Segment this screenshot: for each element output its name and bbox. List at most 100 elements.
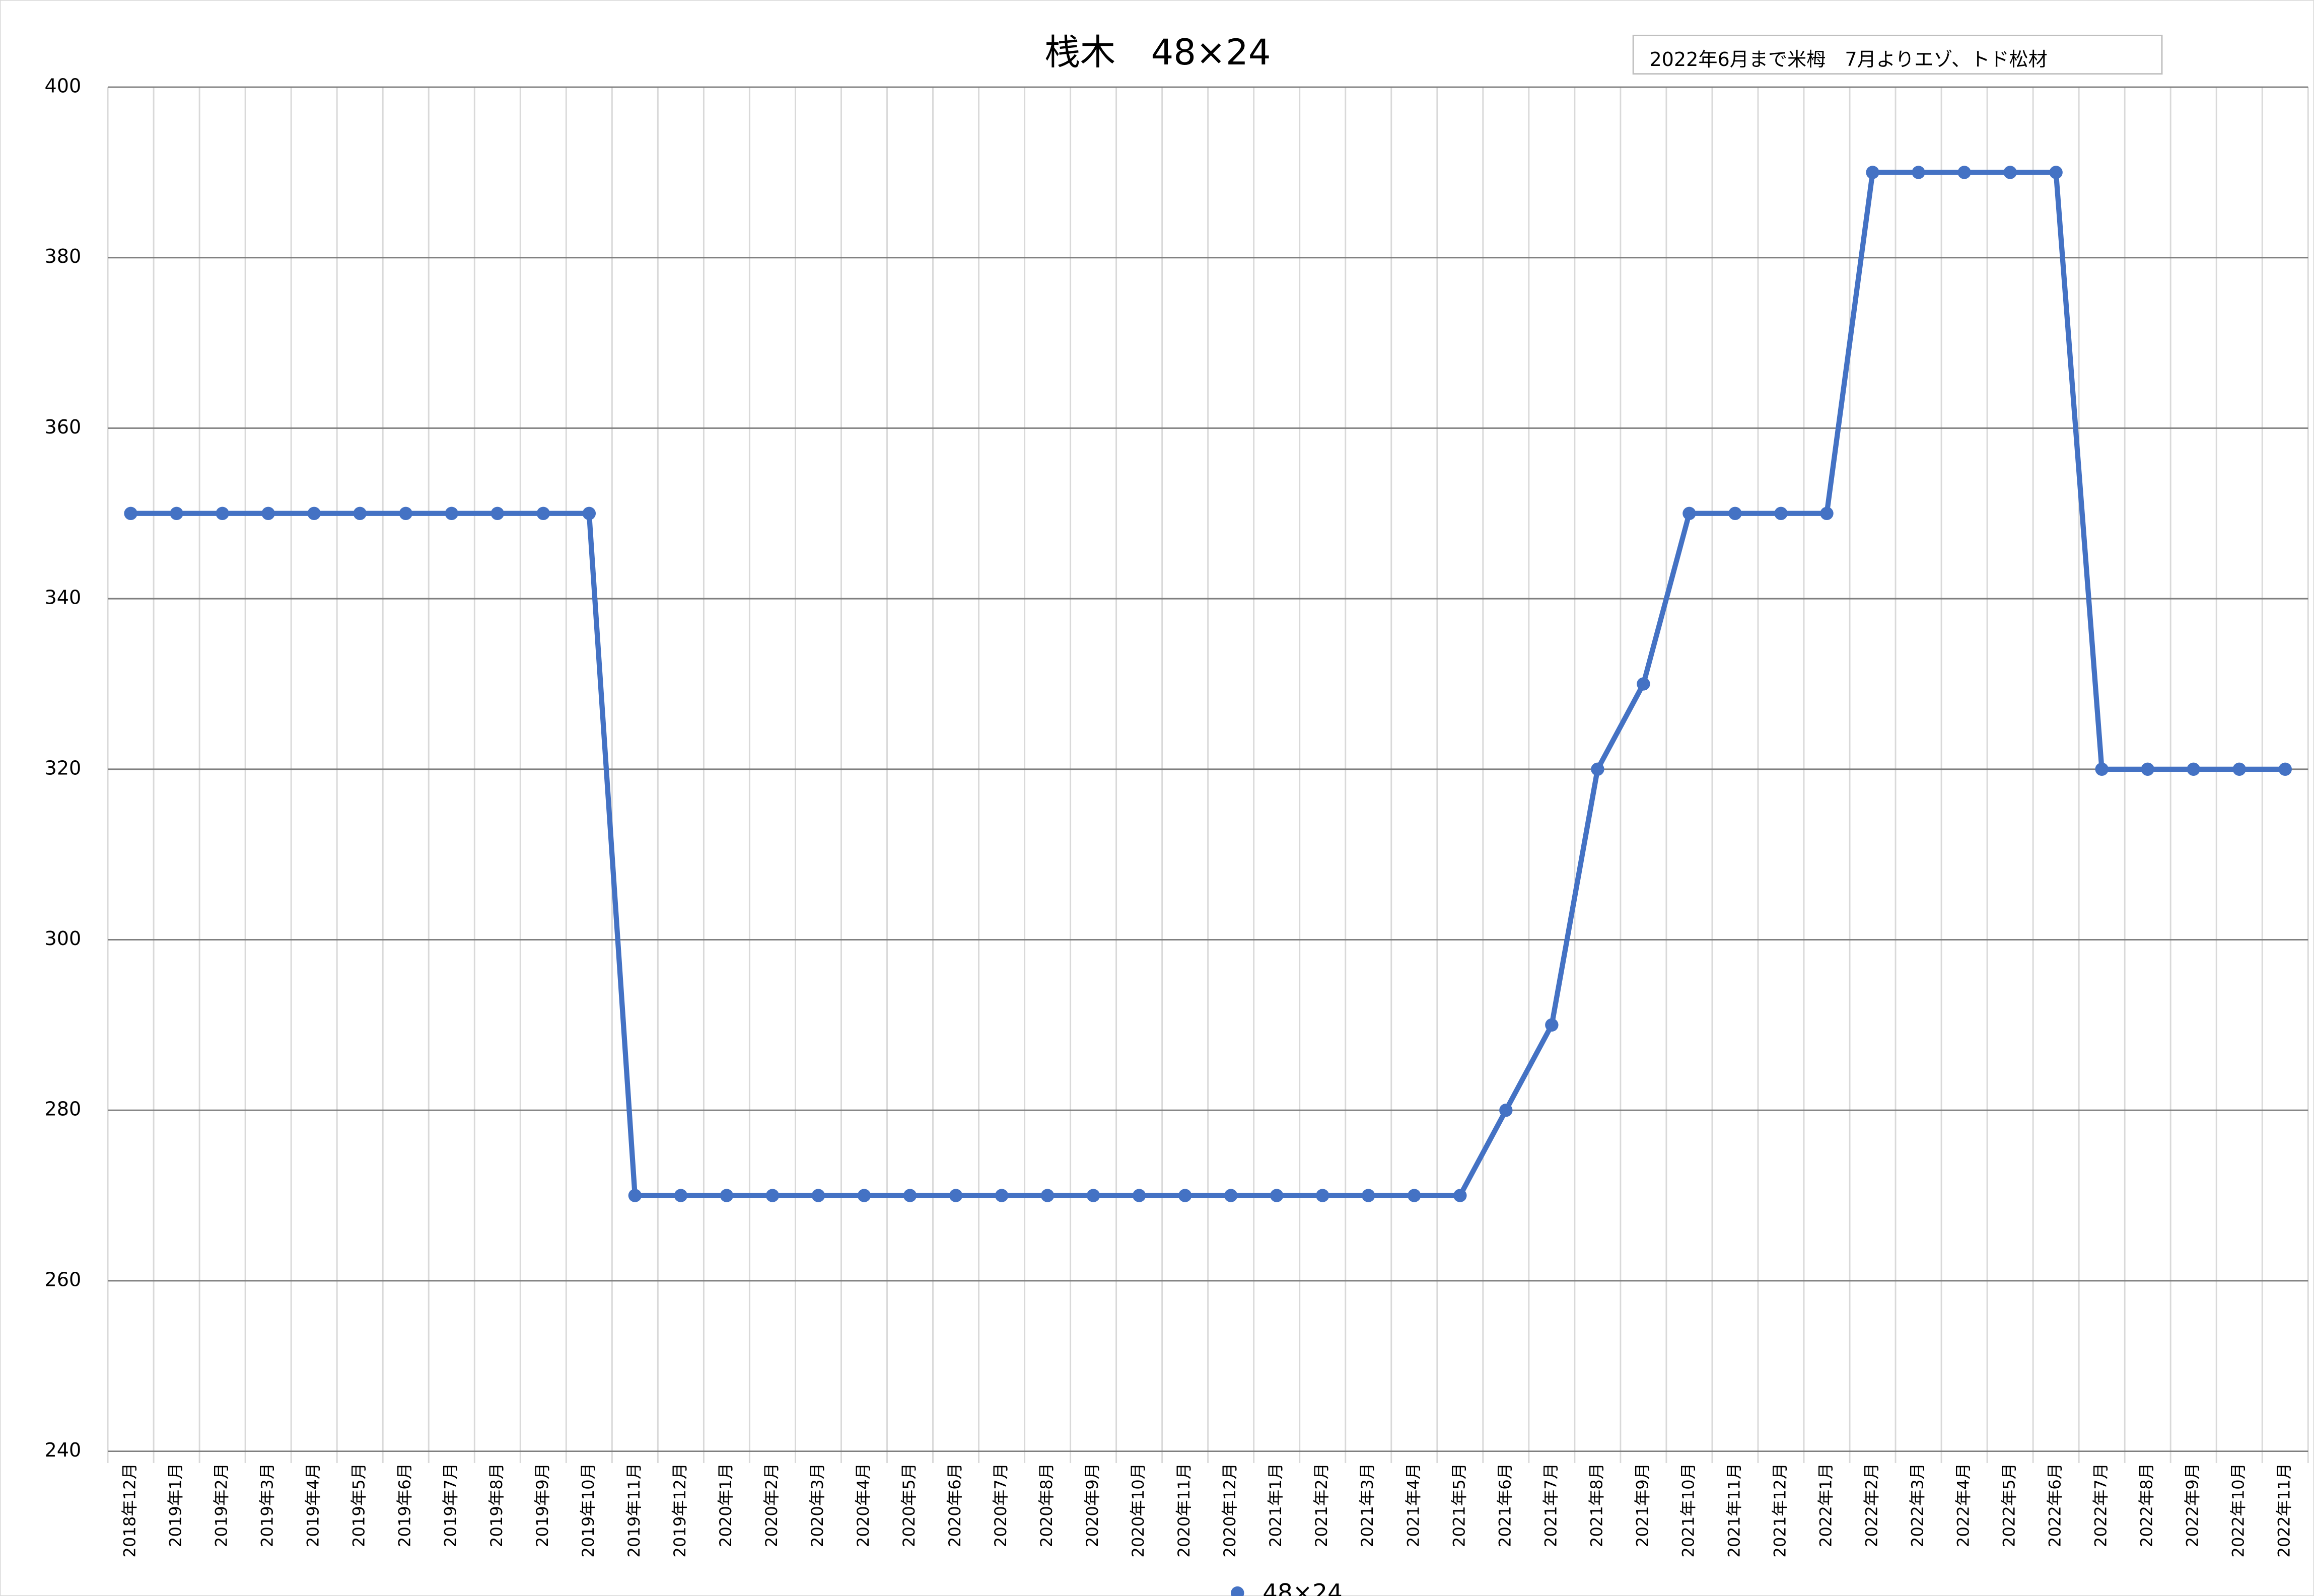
data-point [2232,762,2246,776]
data-point [2278,762,2292,776]
grid [107,86,2309,1464]
x-tick-label: 2021年7月 [1541,1463,1560,1547]
data-point [216,506,229,520]
data-point [1362,1189,1375,1202]
x-tick-label: 2019年6月 [395,1463,414,1547]
x-tick-label: 2020年11月 [1174,1463,1194,1558]
x-tick-label: 2019年8月 [487,1463,506,1547]
data-point [536,506,550,520]
x-tick-label: 2020年12月 [1220,1463,1239,1558]
x-tick-label: 2021年9月 [1633,1463,1652,1547]
annotation: 2022年6月まで米栂 7月よりエゾ、トド松材 [1649,48,2047,70]
x-tick-label: 2019年3月 [258,1463,277,1547]
y-tick-label: 260 [45,1268,82,1290]
data-point [1224,1189,1238,1202]
y-tick-label: 240 [45,1439,82,1461]
x-tick-label: 2019年2月 [212,1463,231,1547]
data-point [1866,166,1879,179]
data-point [170,506,183,520]
data-point [628,1189,642,1202]
data-point [124,506,137,520]
x-tick-label: 2020年5月 [899,1463,919,1547]
x-tick-label: 2021年3月 [1358,1463,1377,1547]
x-tick-label: 2020年10月 [1129,1463,1148,1558]
x-tick-label: 2022年6月 [2046,1463,2065,1547]
x-tick-label: 2022年10月 [2229,1463,2248,1558]
data-point [1132,1189,1146,1202]
series-line [130,170,2285,1198]
x-tick-label: 2022年3月 [1908,1463,1927,1547]
data-point [765,1189,780,1202]
x-tick-label: 2020年3月 [808,1463,827,1547]
data-point [1591,762,1604,776]
data-point [1086,1189,1100,1202]
x-tick-label: 2022年11月 [2275,1463,2294,1558]
x-tick-label: 2020年4月 [854,1463,873,1547]
y-tick-label: 300 [45,927,82,950]
data-point [1499,1103,1513,1117]
x-tick-label: 2021年1月 [1266,1463,1285,1547]
x-tick-label: 2020年8月 [1037,1463,1056,1547]
x-tick-label: 2019年12月 [670,1463,689,1558]
y-tick-label: 320 [45,757,82,779]
legend-marker [1231,1586,1244,1596]
data-point [995,1189,1009,1202]
data-point [1774,506,1788,520]
y-tick-label: 360 [45,416,82,438]
data-point [2187,762,2200,776]
data-point [720,1189,734,1202]
data-point [1637,677,1650,691]
y-tick-label: 380 [45,245,82,267]
legend-label: 48×24 [1263,1579,1343,1596]
x-tick-label: 2022年7月 [2091,1463,2111,1547]
x-tick-label: 2022年2月 [1862,1463,1881,1547]
x-tick-label: 2019年10月 [579,1463,598,1558]
y-tick-label: 400 [45,75,82,97]
x-tick-label: 2021年4月 [1404,1463,1423,1547]
data-point [261,506,275,520]
data-point [1270,1189,1284,1202]
x-tick-label: 2022年4月 [1954,1463,1973,1547]
x-tick-label: 2021年5月 [1449,1463,1468,1547]
x-tick-label: 2020年9月 [1083,1463,1102,1547]
data-point [1178,1189,1192,1202]
data-point [1453,1189,1467,1202]
data-point [857,1189,871,1202]
data-point [445,506,458,520]
data-point [949,1189,963,1202]
x-tick-label: 2020年1月 [716,1463,735,1547]
data-point [582,506,596,520]
plot [124,166,2292,1202]
x-tick-label: 2022年8月 [2137,1463,2156,1547]
x-tick-label: 2020年2月 [762,1463,781,1547]
x-tick-label: 2021年6月 [1495,1463,1514,1547]
data-point [811,1189,825,1202]
data-point [1408,1189,1421,1202]
x-tick-label: 2019年11月 [624,1463,644,1558]
data-point [1545,1018,1559,1032]
data-point [1728,506,1742,520]
y-tick-label: 340 [45,587,82,609]
data-point [399,506,412,520]
x-tick-label: 2021年11月 [1724,1463,1743,1558]
x-tick-label: 2021年2月 [1312,1463,1331,1547]
x-tick-label: 2021年12月 [1770,1463,1789,1558]
data-point [1912,166,1925,179]
data-point [1957,166,1971,179]
data-point [2003,166,2017,179]
data-point [490,506,504,520]
x-tick-label: 2022年1月 [1816,1463,1836,1547]
x-tick-label: 2022年5月 [2000,1463,2019,1547]
x-tick-label: 2020年7月 [991,1463,1010,1547]
data-point [903,1189,917,1202]
x-tick-label: 2019年1月 [166,1463,185,1547]
data-point [307,506,321,520]
y-tick-label: 280 [45,1098,82,1120]
x-tick-label: 2019年9月 [533,1463,552,1547]
data-point [353,506,367,520]
x-tick-label: 2018年12月 [120,1463,139,1558]
x-tick-label: 2020年6月 [945,1463,964,1547]
data-point [1820,506,1834,520]
